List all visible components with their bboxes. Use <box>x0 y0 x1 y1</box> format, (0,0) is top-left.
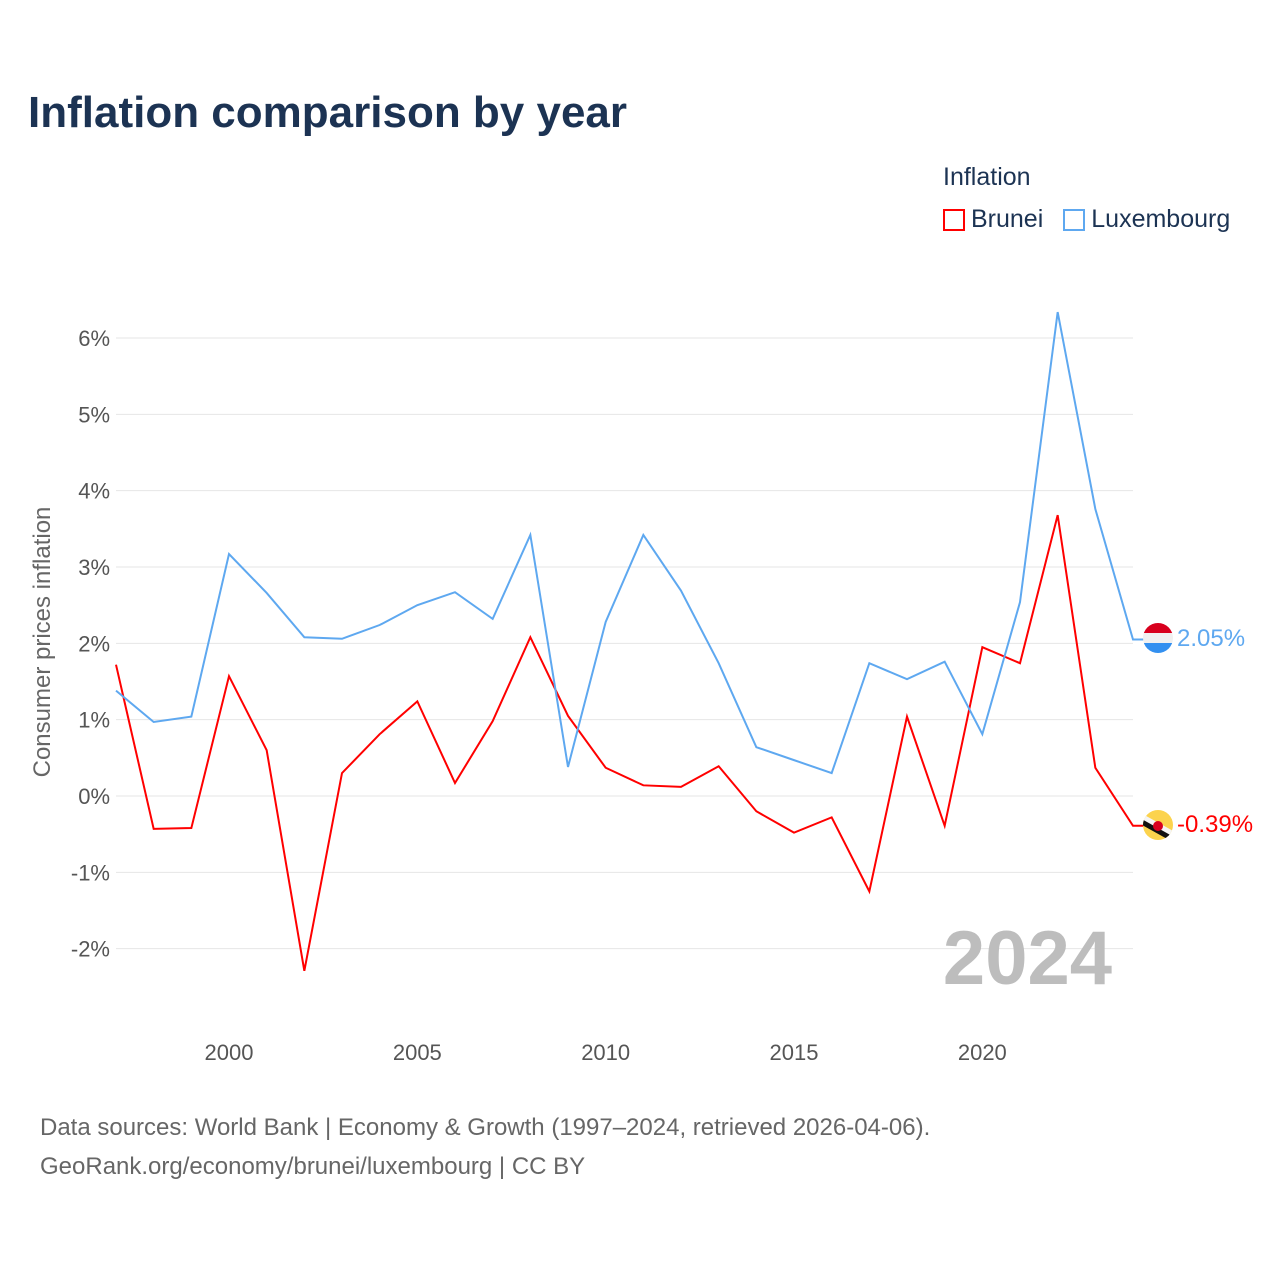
y-tick-label: 4% <box>78 479 110 504</box>
legend: Brunei Luxembourg <box>943 205 1230 234</box>
legend-swatch-luxembourg <box>1063 208 1086 231</box>
year-watermark: 2024 <box>943 916 1112 1001</box>
series-line-brunei[interactable] <box>115 514 1145 971</box>
source-link[interactable]: GeoRank.org/economy/brunei/luxembourg | … <box>40 1153 586 1180</box>
y-axis-label: Consumer prices inflation <box>29 507 56 778</box>
y-tick-label: 2% <box>78 631 110 656</box>
legend-item-luxembourg[interactable]: Luxembourg <box>1063 205 1230 234</box>
x-tick-label: 2020 <box>958 1040 1007 1065</box>
y-tick-label: 1% <box>78 708 110 733</box>
x-tick-label: 2010 <box>581 1040 630 1065</box>
brunei-flag-icon <box>1143 810 1173 840</box>
y-tick-label: -1% <box>71 860 110 885</box>
source-line-1: Data sources: World Bank | Economy & Gro… <box>40 1114 931 1141</box>
chart-title: Inflation comparison by year <box>28 88 628 137</box>
y-tick-label: 0% <box>78 784 110 809</box>
x-tick-label: 2015 <box>770 1040 819 1065</box>
y-tick-label: 3% <box>78 555 110 580</box>
series-line-luxembourg[interactable] <box>115 311 1145 775</box>
legend-label: Brunei <box>971 205 1044 233</box>
legend-item-brunei[interactable]: Brunei <box>943 205 1043 234</box>
legend-label: Luxembourg <box>1091 205 1231 233</box>
y-tick-label: -2% <box>71 937 110 962</box>
source-note: Data sources: World Bank | Economy & Gro… <box>40 1108 930 1186</box>
legend-title: Inflation <box>943 163 1031 191</box>
x-tick-label: 2005 <box>393 1040 442 1065</box>
legend-swatch-brunei <box>943 208 965 231</box>
y-tick-label: 6% <box>78 326 110 351</box>
x-tick-label: 2000 <box>205 1040 254 1065</box>
brunei-end-label: -0.39% <box>1177 811 1253 838</box>
luxembourg-flag-icon <box>1143 623 1173 653</box>
y-tick-label: 5% <box>78 402 110 427</box>
luxembourg-end-label: 2.05% <box>1177 625 1245 652</box>
